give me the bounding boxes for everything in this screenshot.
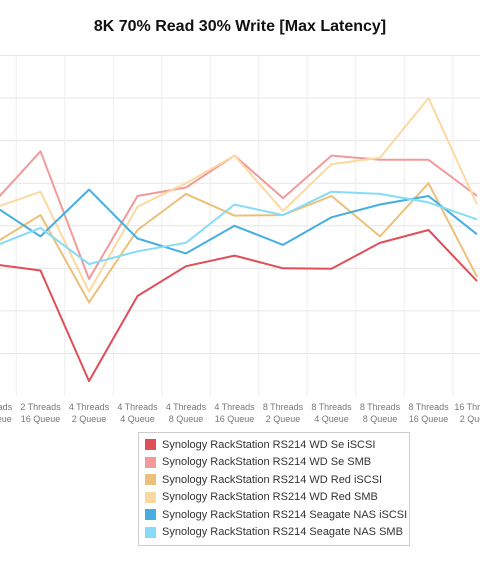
legend-swatch xyxy=(145,526,156,538)
x-tick-label: 8 Threads xyxy=(408,402,449,412)
legend-item-1[interactable]: Synology RackStation RS214 WD Se iSCSI xyxy=(139,436,409,454)
x-tick-label: 4 Queue xyxy=(120,414,155,424)
legend-item-5[interactable]: Synology RackStation RS214 Seagate NAS i… xyxy=(139,506,409,524)
x-tick-label: 8 Threads xyxy=(263,402,304,412)
series-lines xyxy=(0,97,478,383)
x-tick-label: 4 Threads xyxy=(214,402,255,412)
legend-label: Synology RackStation RS214 Seagate NAS S… xyxy=(162,526,403,539)
legend-label: Synology RackStation RS214 WD Red iSCSI xyxy=(162,473,383,486)
x-tick-label: 2 Queue xyxy=(266,414,301,424)
x-tick-label: 16 Queue xyxy=(0,414,12,424)
series-line-6 xyxy=(0,190,478,266)
grid-lines xyxy=(0,55,480,396)
series-line-1 xyxy=(0,229,478,383)
x-tick-label: 8 Threads xyxy=(311,402,352,412)
x-tick-label: 8 Threads xyxy=(360,402,401,412)
series-line-5 xyxy=(0,188,478,255)
legend-label: Synology RackStation RS214 WD Se SMB xyxy=(162,456,372,469)
legend: Synology RackStation RS214 WD Se iSCSI Sy… xyxy=(138,432,410,546)
legend-swatch xyxy=(145,456,156,468)
legend-item-6[interactable]: Synology RackStation RS214 Seagate NAS S… xyxy=(139,524,409,542)
legend-swatch xyxy=(145,491,156,503)
legend-label: Synology RackStation RS214 WD Red SMB xyxy=(162,491,378,504)
x-tick-label: 4 Queue xyxy=(314,414,349,424)
x-tick-label: 16 Queue xyxy=(409,414,449,424)
chart-title: 8K 70% Read 30% Write [Max Latency] xyxy=(93,18,387,35)
legend-label: Synology RackStation RS214 WD Se iSCSI xyxy=(162,438,376,451)
x-tick-label: 4 Threads xyxy=(69,402,110,412)
legend-item-4[interactable]: Synology RackStation RS214 WD Red SMB xyxy=(139,489,409,507)
series-line-4 xyxy=(0,97,478,293)
x-tick-label: 4 Threads xyxy=(117,402,158,412)
x-tick-label: 2 Threads xyxy=(20,402,61,412)
legend-item-2[interactable]: Synology RackStation RS214 WD Se SMB xyxy=(139,454,409,472)
x-tick-label: 8 Queue xyxy=(169,414,204,424)
x-axis-ticks: 1 Threads 16 Queue 2 Threads 16 Queue 4 Thre… xyxy=(0,402,480,424)
legend-item-3[interactable]: Synology RackStation RS214 WD Red iSCSI xyxy=(139,471,409,489)
x-tick-label: 2 Queue xyxy=(72,414,107,424)
x-tick-label: 16 Threads xyxy=(454,402,480,412)
x-tick-label: 16 Queue xyxy=(215,414,255,424)
legend-label: Synology RackStation RS214 Seagate NAS i… xyxy=(162,508,408,521)
x-tick-label: 2 Queue xyxy=(460,414,480,424)
x-tick-label: 8 Queue xyxy=(363,414,398,424)
legend-swatch xyxy=(145,439,156,451)
x-tick-label: 4 Threads xyxy=(166,402,207,412)
legend-swatch xyxy=(145,474,156,486)
series-line-3 xyxy=(0,182,478,304)
x-tick-label: 16 Queue xyxy=(21,414,61,424)
x-tick-label: 1 Threads xyxy=(0,402,13,412)
legend-swatch xyxy=(145,509,156,521)
